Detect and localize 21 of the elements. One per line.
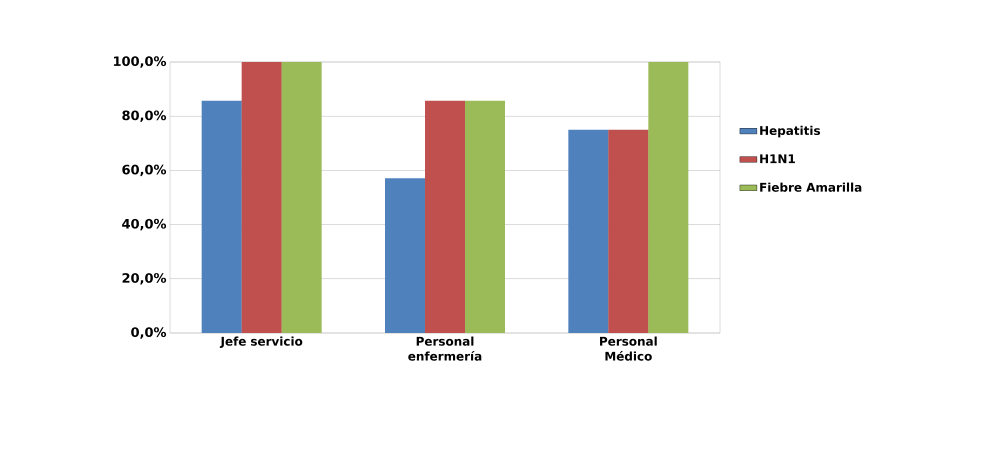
bar xyxy=(568,130,608,333)
legend-label: Hepatitis xyxy=(760,126,820,138)
x-tick-label: Personal enfermería xyxy=(408,336,482,361)
y-tick-label: 60,0% xyxy=(122,164,166,176)
y-tick-label: 40,0% xyxy=(122,218,166,230)
legend-label: H1N1 xyxy=(760,154,795,164)
y-tick-label: 0,0% xyxy=(131,327,166,339)
y-tick-label: 100,0% xyxy=(114,56,166,68)
y-tick-label: 20,0% xyxy=(122,273,166,285)
bar xyxy=(608,130,648,333)
bar xyxy=(242,62,282,333)
bar xyxy=(425,100,466,333)
bar xyxy=(385,178,426,333)
legend-label: Fiebre Amarilla xyxy=(760,182,862,192)
bar xyxy=(282,62,322,333)
x-tick-label: Jefe servicio xyxy=(220,336,302,348)
x-tick-label: Personal Médico xyxy=(600,336,657,361)
bar xyxy=(202,100,242,333)
bar xyxy=(465,100,506,333)
y-tick-label: 80,0% xyxy=(122,110,166,122)
bar xyxy=(648,62,688,333)
